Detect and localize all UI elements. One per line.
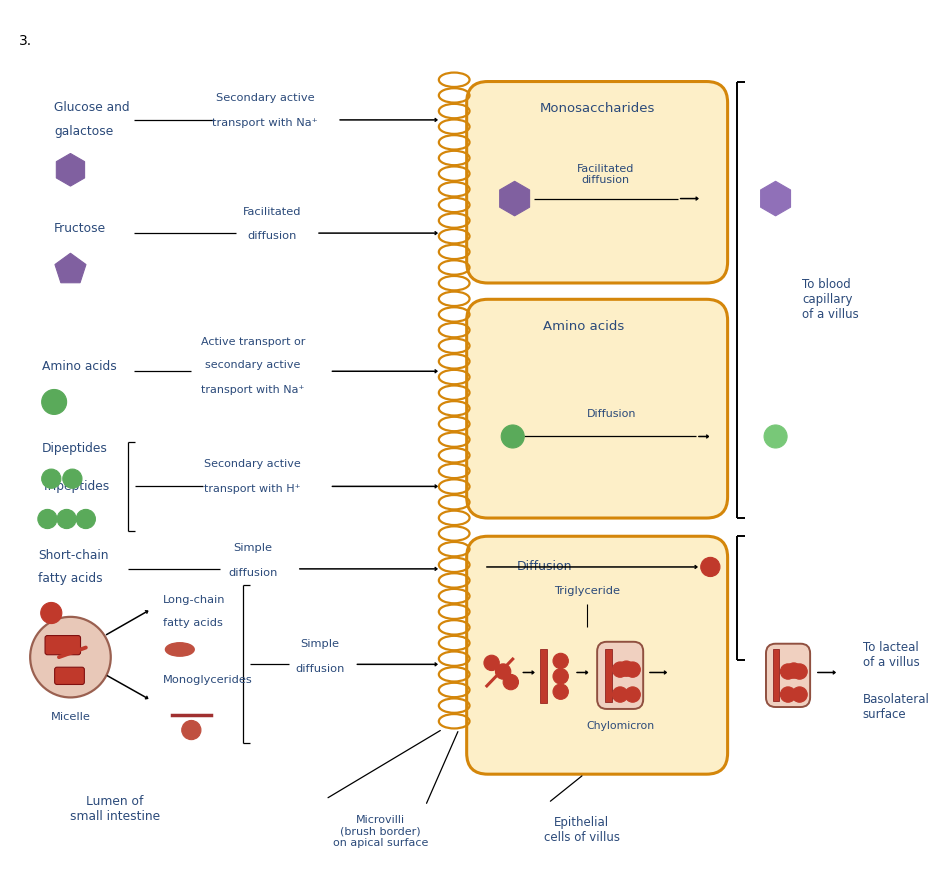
Text: fatty acids: fatty acids (163, 617, 223, 627)
FancyBboxPatch shape (467, 82, 727, 283)
Circle shape (41, 602, 62, 624)
Text: Diffusion: Diffusion (517, 561, 572, 573)
Text: transport with Na⁺: transport with Na⁺ (212, 117, 318, 128)
Text: fatty acids: fatty acids (37, 572, 102, 585)
Circle shape (501, 425, 524, 448)
FancyBboxPatch shape (45, 635, 80, 655)
Circle shape (42, 470, 61, 488)
Circle shape (625, 687, 640, 702)
Text: Basolateral
surface: Basolateral surface (863, 693, 929, 721)
Polygon shape (56, 153, 84, 186)
Circle shape (553, 668, 568, 684)
Circle shape (37, 510, 57, 529)
Circle shape (182, 720, 201, 739)
Text: Triglyceride: Triglyceride (554, 586, 620, 596)
Text: To lacteal
of a villus: To lacteal of a villus (863, 642, 920, 669)
Text: Microvilli
(brush border)
on apical surface: Microvilli (brush border) on apical surf… (332, 815, 428, 849)
Circle shape (625, 662, 640, 677)
FancyBboxPatch shape (766, 643, 811, 707)
Circle shape (701, 557, 720, 576)
FancyBboxPatch shape (467, 537, 727, 774)
Circle shape (786, 663, 801, 678)
Text: diffusion: diffusion (247, 231, 297, 241)
Bar (773, 650, 780, 702)
Polygon shape (761, 181, 791, 216)
FancyBboxPatch shape (467, 299, 727, 518)
Text: Epithelial
cells of villus: Epithelial cells of villus (544, 816, 620, 844)
Text: Monosaccharides: Monosaccharides (539, 102, 655, 115)
Text: To blood
capillary
of a villus: To blood capillary of a villus (802, 279, 859, 322)
Circle shape (612, 687, 628, 702)
Text: Facilitated
diffusion: Facilitated diffusion (578, 164, 635, 185)
Text: secondary active: secondary active (205, 360, 300, 371)
Text: transport with H⁺: transport with H⁺ (204, 484, 301, 495)
Text: galactose: galactose (54, 125, 113, 138)
Circle shape (495, 664, 511, 679)
Circle shape (553, 684, 568, 700)
Text: Secondary active: Secondary active (216, 93, 314, 103)
Text: Simple: Simple (300, 639, 340, 650)
Text: transport with Na⁺: transport with Na⁺ (201, 385, 304, 395)
Polygon shape (55, 254, 86, 283)
Circle shape (76, 510, 95, 529)
Text: Chylomicron: Chylomicron (586, 721, 654, 731)
Text: 3.: 3. (19, 34, 32, 48)
Circle shape (504, 675, 519, 690)
Circle shape (619, 661, 634, 676)
Text: Short-chain: Short-chain (37, 549, 109, 562)
Circle shape (30, 616, 110, 697)
Text: Facilitated: Facilitated (242, 207, 301, 217)
Circle shape (42, 390, 66, 415)
Bar (605, 649, 611, 702)
Text: Micelle: Micelle (51, 711, 91, 721)
Text: diffusion: diffusion (295, 664, 344, 674)
Circle shape (484, 655, 499, 670)
Circle shape (612, 662, 628, 677)
Circle shape (781, 687, 796, 702)
Text: Active transport or: Active transport or (200, 338, 305, 348)
Circle shape (553, 653, 568, 668)
FancyBboxPatch shape (54, 668, 84, 685)
Text: Lumen of
small intestine: Lumen of small intestine (69, 795, 160, 823)
Text: Secondary active: Secondary active (204, 460, 301, 470)
Text: Tripeptides: Tripeptides (42, 480, 109, 493)
Circle shape (781, 664, 796, 679)
Text: Long-chain: Long-chain (163, 595, 225, 605)
Text: Dipeptides: Dipeptides (42, 442, 108, 454)
Text: Simple: Simple (233, 543, 272, 553)
Circle shape (764, 425, 787, 448)
Text: Amino acids: Amino acids (42, 360, 116, 373)
Text: Diffusion: Diffusion (587, 409, 636, 419)
Bar (539, 650, 548, 703)
Circle shape (792, 664, 807, 679)
Text: Glucose and: Glucose and (54, 101, 130, 114)
Text: diffusion: diffusion (228, 568, 277, 578)
FancyBboxPatch shape (597, 642, 643, 709)
Text: Fructose: Fructose (54, 222, 107, 235)
Text: Monoglycerides: Monoglycerides (163, 676, 253, 685)
Circle shape (57, 510, 76, 529)
Circle shape (792, 687, 807, 702)
Text: Amino acids: Amino acids (544, 320, 624, 332)
Polygon shape (500, 181, 530, 216)
Circle shape (63, 470, 82, 488)
Ellipse shape (166, 642, 194, 656)
